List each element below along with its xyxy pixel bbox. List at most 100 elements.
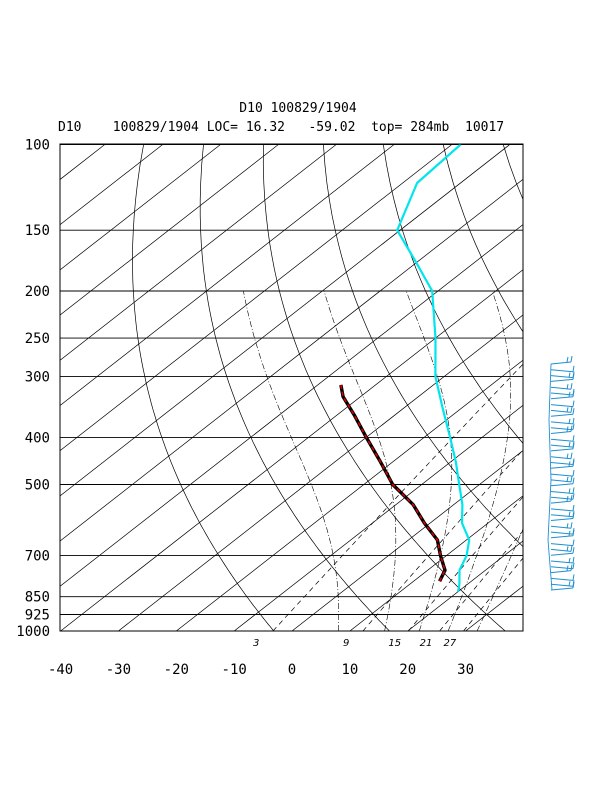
moist-adiabat-line	[476, 528, 523, 631]
wind-profile-staff	[547, 363, 553, 591]
wind-barb	[550, 556, 575, 564]
wind-barb	[550, 510, 575, 518]
wind-barb	[550, 452, 573, 460]
wind-barb	[550, 388, 575, 396]
pressure-tick-label: 150	[25, 223, 50, 239]
isotherm-line	[118, 314, 523, 631]
wind-barb	[550, 495, 573, 504]
isotherm-line	[60, 178, 523, 542]
isotherm-line	[349, 495, 523, 631]
pressure-tick-label: 200	[25, 284, 50, 300]
wind-barb	[550, 400, 575, 408]
temperature-tick-label: 0	[288, 662, 296, 678]
temperature-tick-label: 20	[399, 662, 416, 678]
pressure-tick-label: 700	[25, 549, 50, 565]
pressure-tick-label: 100	[25, 138, 50, 154]
wind-barb	[550, 581, 575, 591]
temperature-tick-label: -30	[106, 662, 131, 678]
wind-barb	[550, 539, 575, 547]
mixing-ratio-label: 15	[388, 638, 401, 649]
mixing-ratio-labels: 3 9 15 21 27	[253, 638, 457, 649]
pressure-tick-label: 850	[25, 590, 50, 606]
isotherm-line	[407, 540, 523, 631]
wind-barb	[550, 442, 575, 452]
wind-barb	[550, 504, 575, 512]
chart-subtitle: D10 100829/1904 LOC= 16.32 -59.02 top= 2…	[58, 120, 504, 135]
dry-adiabat-line	[323, 144, 523, 548]
isotherm-line	[60, 269, 523, 631]
isotherm-line	[581, 145, 612, 632]
wind-barb	[550, 460, 575, 469]
temperature-tick-label: -20	[164, 662, 189, 678]
temperature-tick-label: 10	[341, 662, 358, 678]
wind-barb	[550, 390, 575, 400]
temperature-axis-labels: -40 -30 -20 -10 0 10 20 30	[48, 662, 474, 678]
wind-barb	[550, 423, 575, 431]
wind-barb	[550, 417, 575, 425]
pressure-tick-label: 500	[25, 478, 50, 494]
wind-barb	[550, 547, 575, 556]
dry-adiabat-line	[382, 144, 523, 444]
isotherm-line	[60, 144, 337, 361]
wind-barb	[550, 408, 575, 417]
moist-adiabat-line	[406, 290, 453, 631]
wind-barb-profile	[547, 355, 575, 591]
isotherm-line	[60, 144, 395, 406]
isotherm-line	[60, 144, 279, 316]
wind-barb	[550, 365, 575, 373]
wind-barb	[550, 373, 575, 382]
temperature-tick-label: 30	[457, 662, 474, 678]
moist-adiabat-line	[243, 290, 339, 631]
thermo-background-lines	[60, 144, 612, 632]
moist-adiabat-line	[447, 290, 511, 631]
dewpoint-trace	[340, 384, 446, 582]
wind-barb	[550, 458, 575, 465]
wind-barb	[550, 371, 575, 379]
wind-barb	[550, 493, 575, 500]
mixing-ratio-line	[362, 449, 523, 631]
wind-barb	[550, 406, 573, 413]
wind-barb	[550, 477, 575, 487]
wind-barb	[550, 545, 573, 552]
temperature-tick-label: -40	[48, 662, 73, 678]
wind-barb	[550, 470, 575, 477]
isotherm-line	[60, 144, 453, 452]
mixing-ratio-label: 3	[253, 638, 259, 649]
wind-barb	[550, 512, 575, 521]
wind-barb	[550, 564, 573, 574]
temperature-tick-label: -10	[222, 662, 247, 678]
isobars	[60, 144, 523, 632]
wind-barb	[550, 522, 573, 529]
wind-barb	[550, 383, 573, 390]
mixing-ratio-line	[272, 363, 523, 631]
dry-adiabat-line	[262, 144, 506, 631]
isotherm-line	[60, 144, 221, 271]
pressure-tick-label: 250	[25, 331, 50, 347]
dry-adiabat-line	[199, 144, 390, 631]
wind-barb	[550, 487, 575, 494]
wind-barb	[550, 562, 575, 570]
wind-barb	[550, 425, 573, 434]
chart-title: D10 100829/1904	[239, 101, 357, 116]
dry-adiabat-line	[132, 144, 275, 631]
pressure-tick-label: 1000	[16, 624, 50, 640]
mixing-ratio-label: 9	[343, 638, 349, 649]
isotherm-line	[60, 144, 106, 180]
pressure-tick-label: 300	[25, 370, 50, 386]
wind-barb	[550, 580, 575, 587]
wind-barb	[550, 574, 575, 581]
wind-barb	[550, 529, 575, 539]
moist-adiabat-line	[323, 290, 397, 631]
wind-barb	[550, 528, 575, 535]
wind-barb	[550, 355, 573, 365]
dry-adiabat-line	[502, 144, 523, 201]
plot-frame	[59, 143, 524, 632]
isotherm-line	[60, 144, 511, 497]
pressure-tick-label: 925	[25, 608, 50, 624]
isotherm-line	[233, 404, 523, 631]
mixing-ratio-line	[463, 557, 523, 631]
mixing-ratio-line	[408, 496, 523, 631]
mixing-ratio-line	[439, 530, 523, 631]
